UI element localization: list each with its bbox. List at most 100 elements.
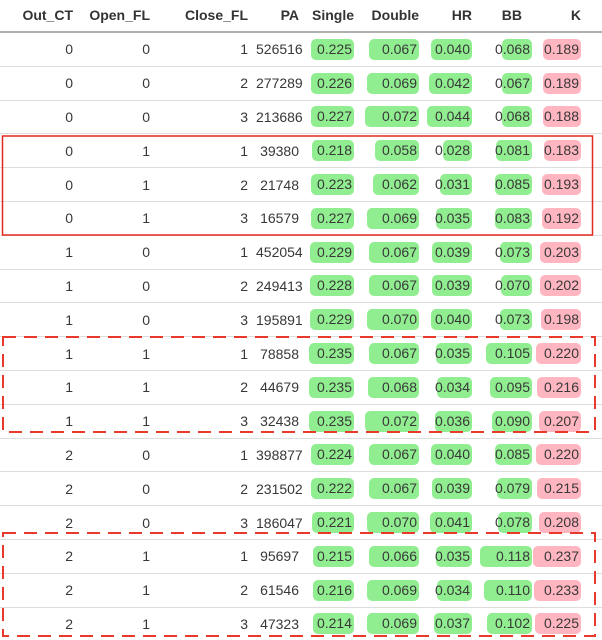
cell-value: 0.223 bbox=[316, 176, 352, 193]
cell-out_ct: 0 bbox=[0, 66, 81, 101]
cell-k: 0.189 bbox=[530, 32, 602, 67]
value-bar-cell: 0.041 bbox=[427, 512, 472, 534]
cell-hr: 0.039 bbox=[427, 235, 480, 270]
cell-value: 0.067 bbox=[381, 243, 417, 260]
cell-single: 0.224 bbox=[307, 438, 362, 473]
value-bar-cell: 0.215 bbox=[309, 545, 354, 567]
cell-k: 0.225 bbox=[530, 607, 602, 640]
cell-bb: 0.085 bbox=[480, 438, 532, 473]
cell-double: 0.058 bbox=[362, 133, 427, 169]
value-bar bbox=[430, 512, 472, 534]
value-bar-cell: 0.069 bbox=[365, 579, 419, 601]
value-bar bbox=[311, 512, 354, 534]
value-bar-cell: 0.072 bbox=[365, 106, 419, 128]
value-bar bbox=[431, 309, 472, 331]
value-bar bbox=[539, 241, 581, 263]
cell-value: 0.069 bbox=[381, 209, 417, 226]
cell-k: 0.198 bbox=[530, 302, 602, 338]
table-row: 1 0 3 195891 0.229 0.070 0.040 0.073 0.198 bbox=[0, 302, 602, 338]
cell-value: 0.227 bbox=[316, 209, 352, 226]
cell-double: 0.068 bbox=[362, 370, 427, 405]
cell-pa: 231502 bbox=[256, 471, 307, 507]
cell-single: 0.225 bbox=[307, 32, 362, 67]
cell-open_fl: 0 bbox=[81, 471, 158, 507]
cell-k: 0.203 bbox=[530, 235, 602, 270]
cell-single: 0.229 bbox=[307, 235, 362, 270]
cell-value: 0.073 bbox=[494, 243, 530, 260]
cell-value: 0.042 bbox=[434, 74, 470, 91]
table-row: 1 1 2 44679 0.235 0.068 0.034 0.095 0.216 bbox=[0, 370, 602, 405]
cell-bb: 0.073 bbox=[480, 302, 532, 338]
cell-double: 0.072 bbox=[362, 404, 427, 439]
value-bar-cell: 0.040 bbox=[427, 309, 472, 331]
table-row: 2 1 2 61546 0.216 0.069 0.034 0.110 0.233 bbox=[0, 573, 602, 608]
cell-bb: 0.083 bbox=[480, 201, 532, 236]
cell-value: 0.041 bbox=[434, 514, 470, 531]
cell-value: 0.090 bbox=[494, 412, 530, 429]
cell-out_ct: 0 bbox=[0, 100, 81, 135]
cell-value: 0.085 bbox=[494, 446, 530, 463]
table-body: 0 0 1 526516 0.225 0.067 0.040 0.068 0.189 0 0 2 277… bbox=[0, 32, 602, 640]
cell-hr: 0.035 bbox=[427, 201, 480, 236]
value-bar-cell: 0.028 bbox=[427, 140, 472, 162]
value-bar-cell: 0.214 bbox=[309, 613, 354, 635]
cell-value: 0.237 bbox=[543, 547, 579, 564]
cell-bb: 0.070 bbox=[480, 269, 532, 304]
cell-value: 0.233 bbox=[543, 581, 579, 598]
value-bar-cell: 0.216 bbox=[533, 376, 581, 398]
cell-pa: 95697 bbox=[256, 539, 307, 574]
value-bar-cell: 0.226 bbox=[309, 72, 354, 94]
cell-single: 0.228 bbox=[307, 269, 362, 304]
cell-value: 0.034 bbox=[434, 378, 470, 395]
column-header-k: K bbox=[530, 0, 602, 33]
cell-single: 0.222 bbox=[307, 471, 362, 507]
cell-value: 0.208 bbox=[543, 514, 579, 531]
value-bar bbox=[367, 72, 419, 94]
cell-hr: 0.037 bbox=[427, 607, 480, 640]
value-bar-cell: 0.183 bbox=[533, 140, 581, 162]
cell-k: 0.207 bbox=[530, 404, 602, 439]
value-bar-cell: 0.220 bbox=[533, 343, 581, 365]
value-bar-cell: 0.031 bbox=[427, 174, 472, 196]
cell-value: 0.070 bbox=[381, 514, 417, 531]
cell-open_fl: 1 bbox=[81, 167, 158, 202]
cell-k: 0.208 bbox=[530, 505, 602, 540]
cell-value: 0.183 bbox=[543, 142, 579, 159]
value-bar-cell: 0.225 bbox=[309, 38, 354, 60]
cell-value: 0.067 bbox=[381, 345, 417, 362]
value-bar-cell: 0.202 bbox=[533, 275, 581, 297]
cell-k: 0.188 bbox=[530, 100, 602, 135]
cell-value: 0.102 bbox=[494, 615, 530, 632]
value-bar-cell: 0.198 bbox=[533, 309, 581, 331]
cell-bb: 0.079 bbox=[480, 471, 532, 507]
value-bar-cell: 0.066 bbox=[365, 545, 419, 567]
value-bar-cell: 0.039 bbox=[427, 478, 472, 500]
table-row: 0 1 2 21748 0.223 0.062 0.031 0.085 0.193 bbox=[0, 167, 602, 202]
value-bar bbox=[538, 512, 581, 534]
cell-value: 0.067 bbox=[381, 480, 417, 497]
cell-close_fl: 3 bbox=[158, 302, 256, 338]
value-bar bbox=[432, 241, 472, 263]
value-bar-cell: 0.229 bbox=[309, 241, 354, 263]
cell-value: 0.067 bbox=[494, 74, 530, 91]
value-bar-cell: 0.069 bbox=[365, 72, 419, 94]
value-bar-cell: 0.229 bbox=[309, 309, 354, 331]
value-bar-cell: 0.233 bbox=[533, 579, 581, 601]
cell-value: 0.235 bbox=[316, 412, 352, 429]
value-bar bbox=[365, 106, 419, 128]
cell-k: 0.202 bbox=[530, 269, 602, 304]
cell-value: 0.037 bbox=[434, 615, 470, 632]
cell-value: 0.067 bbox=[381, 446, 417, 463]
cell-close_fl: 1 bbox=[158, 438, 256, 473]
cell-value: 0.040 bbox=[434, 446, 470, 463]
cell-pa: 78858 bbox=[256, 336, 307, 371]
cell-pa: 44679 bbox=[256, 370, 307, 405]
cell-single: 0.229 bbox=[307, 302, 362, 338]
column-header-double: Double bbox=[362, 0, 427, 33]
value-bar-cell: 0.189 bbox=[533, 38, 581, 60]
cell-pa: 526516 bbox=[256, 32, 307, 67]
cell-hr: 0.044 bbox=[427, 100, 480, 135]
value-bar-cell: 0.079 bbox=[480, 478, 532, 500]
cell-close_fl: 2 bbox=[158, 471, 256, 507]
cell-value: 0.083 bbox=[494, 209, 530, 226]
